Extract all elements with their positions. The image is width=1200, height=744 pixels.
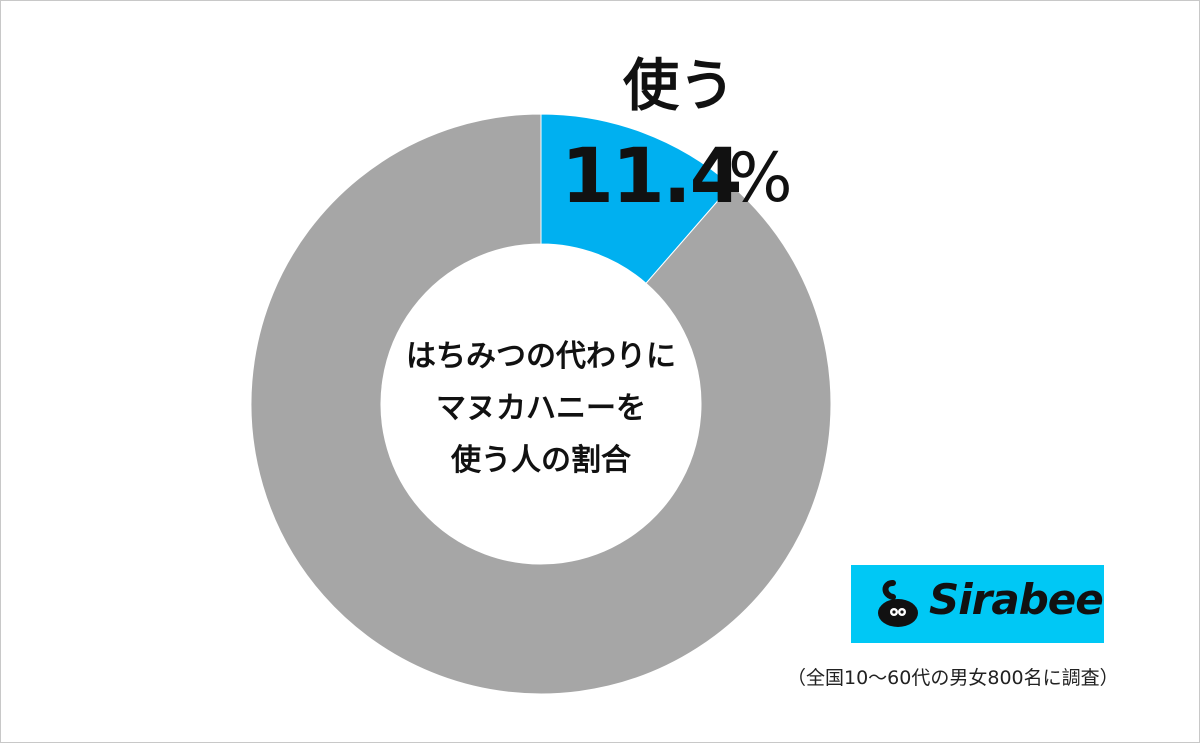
survey-footnote: （全国10〜60代の男女800名に調査） xyxy=(787,667,1119,689)
center-line-2: マヌカハニーを xyxy=(436,391,646,426)
chart-center-title: はちみつの代わりに マヌカハニーを 使う人の割合 xyxy=(381,331,701,487)
slice-label-use: 使う xyxy=(623,54,735,119)
logo-text: Sirabee xyxy=(929,575,1104,624)
slice-value-use: 11.4 xyxy=(561,131,743,220)
center-line-3: 使う人の割合 xyxy=(451,443,631,478)
slice-other xyxy=(250,113,832,695)
center-line-1: はちみつの代わりに xyxy=(406,339,676,374)
percent-sign: % xyxy=(728,139,793,218)
sirabee-logo: Sirabee xyxy=(851,565,1104,643)
sirabee-mascot-icon xyxy=(878,580,918,627)
